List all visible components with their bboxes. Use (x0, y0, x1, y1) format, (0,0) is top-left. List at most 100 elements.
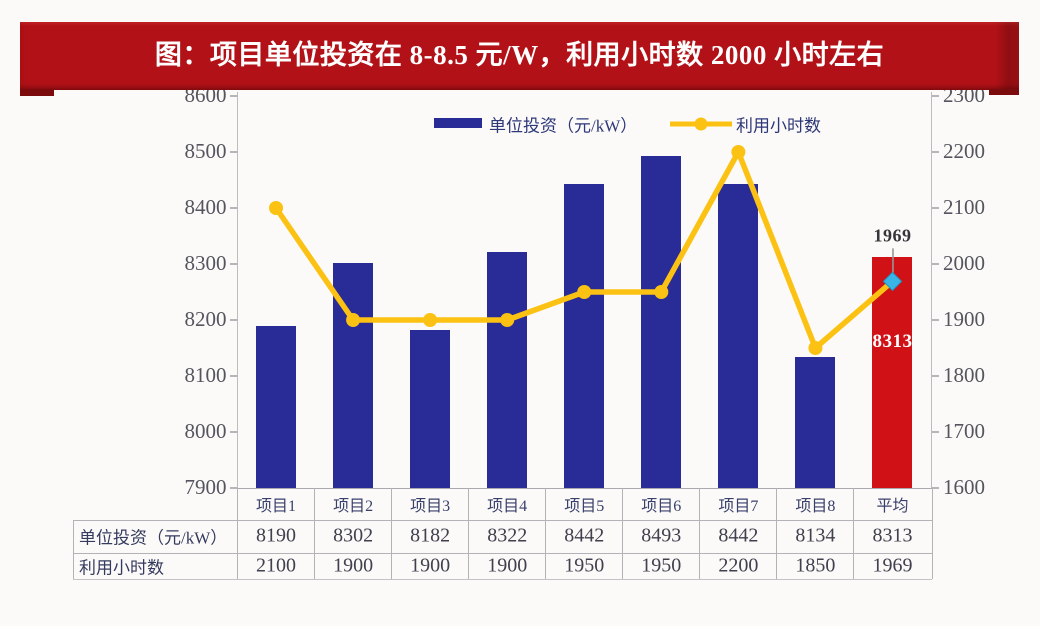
category-label-平均: 平均 (876, 498, 909, 515)
table-cell-r2-c6: 1950 (641, 554, 682, 577)
table-border-v (852, 488, 854, 579)
left-axis-label: 8000 (184, 419, 227, 443)
table-cell-r2-c8: 1850 (795, 554, 836, 577)
table-cell-r2-c7: 2200 (718, 554, 759, 577)
line-marker-项目3 (423, 313, 438, 327)
left-axis-tick (229, 375, 237, 377)
table-cell-r1-c9: 8313 (872, 524, 913, 547)
right-axis-tick (932, 263, 939, 265)
category-label-项目6: 项目6 (641, 498, 682, 515)
right-axis-label: 2000 (943, 251, 985, 275)
table-border-v (621, 488, 623, 579)
table-cell-r1-c5: 8442 (564, 524, 605, 547)
table-border-h (73, 520, 932, 521)
table-cell-r1-c4: 8322 (487, 524, 528, 547)
table-cell-r1-c1: 8190 (256, 524, 297, 547)
table-cell-r2-c3: 1900 (410, 554, 451, 577)
table-cell-r1-c3: 8182 (410, 524, 451, 547)
bar-项目5 (564, 184, 605, 488)
legend-label-investment: 单位投资（元/kW） (489, 116, 638, 136)
left-axis-tick (229, 319, 237, 321)
line-marker-项目1 (269, 201, 284, 215)
table-border-v (932, 488, 933, 579)
legend-line-glyph (694, 117, 708, 131)
right-axis-label: 2200 (943, 139, 985, 163)
line-marker-项目8 (808, 341, 823, 355)
table-border-v (698, 488, 700, 579)
left-axis-label: 8500 (184, 139, 227, 163)
table-cell-r2-c4: 1900 (487, 554, 528, 577)
table-border-v (236, 488, 238, 579)
right-axis-tick (932, 431, 939, 433)
table-cell-r1-c8: 8134 (795, 524, 836, 547)
table-cell-r1-c6: 8493 (641, 524, 682, 547)
line-marker-项目7 (731, 145, 746, 159)
right-axis-label: 1700 (943, 419, 985, 443)
left-axis-label: 8200 (184, 307, 227, 331)
line-marker-项目4 (500, 313, 515, 327)
bar-项目7 (718, 184, 759, 488)
table-border-h (73, 579, 932, 580)
legend-line-sample (670, 117, 732, 131)
title-banner-shadow-right (989, 89, 1019, 95)
title-banner-shadow-left (20, 89, 54, 96)
left-axis-tick (229, 207, 237, 209)
table-cell-r1-c7: 8442 (718, 524, 759, 547)
chart-title: 图：项目单位投资在 8-8.5 元/W，利用小时数 2000 小时左右 (154, 40, 885, 70)
left-axis-tick (229, 95, 237, 97)
line-marker-项目5 (577, 285, 592, 299)
table-border-v (73, 520, 74, 579)
bar-项目4 (487, 251, 528, 488)
category-label-项目8: 项目8 (795, 498, 836, 515)
table-border-v (313, 488, 315, 579)
line-marker-项目2 (346, 313, 361, 327)
right-axis-label: 1900 (943, 307, 985, 331)
line-series-path (273, 149, 896, 351)
category-label-项目3: 项目3 (410, 498, 451, 515)
left-axis-tick (229, 487, 237, 489)
table-row-label-2: 利用小时数 (79, 558, 164, 578)
left-axis-tick (229, 431, 237, 433)
table-cell-r2-c9: 1969 (872, 554, 913, 577)
left-axis-label: 7900 (184, 475, 227, 499)
annotation-line-average: 1969 (873, 225, 912, 246)
right-axis-line (930, 92, 932, 488)
table-border-v (544, 488, 546, 579)
title-banner: 图：项目单位投资在 8-8.5 元/W，利用小时数 2000 小时左右 (20, 22, 1019, 96)
bar-项目3 (410, 330, 451, 488)
right-axis-tick (932, 375, 939, 377)
left-axis-label: 8400 (184, 195, 227, 219)
right-axis-label: 1600 (943, 475, 985, 499)
category-label-项目2: 项目2 (333, 498, 374, 515)
table-border-v (775, 488, 777, 579)
x-axis-line (236, 488, 932, 489)
right-axis-tick (932, 319, 939, 321)
left-axis-label: 8300 (184, 251, 227, 275)
annotation-bar-average: 8313 (872, 331, 913, 352)
right-axis-tick (932, 151, 939, 153)
table-cell-r1-c2: 8302 (333, 524, 374, 547)
table-cell-r2-c2: 1900 (333, 554, 374, 577)
table-border-v (467, 488, 469, 579)
line-marker-项目6 (654, 285, 669, 299)
bar-项目1 (256, 325, 297, 488)
diamond-marker-average (882, 271, 903, 292)
left-axis-tick (229, 263, 237, 265)
table-border-h (73, 552, 932, 554)
category-label-项目7: 项目7 (718, 498, 759, 515)
left-axis-line (236, 92, 238, 488)
legend-label-hours: 利用小时数 (736, 116, 821, 136)
left-axis-tick (229, 151, 237, 153)
category-label-项目5: 项目5 (564, 498, 605, 515)
table-cell-r2-c1: 2100 (256, 554, 297, 577)
category-label-项目1: 项目1 (256, 498, 297, 515)
table-cell-r2-c5: 1950 (564, 554, 605, 577)
legend-bar-swatch (434, 118, 482, 128)
category-label-项目4: 项目4 (487, 498, 528, 515)
right-axis-tick (932, 487, 939, 489)
